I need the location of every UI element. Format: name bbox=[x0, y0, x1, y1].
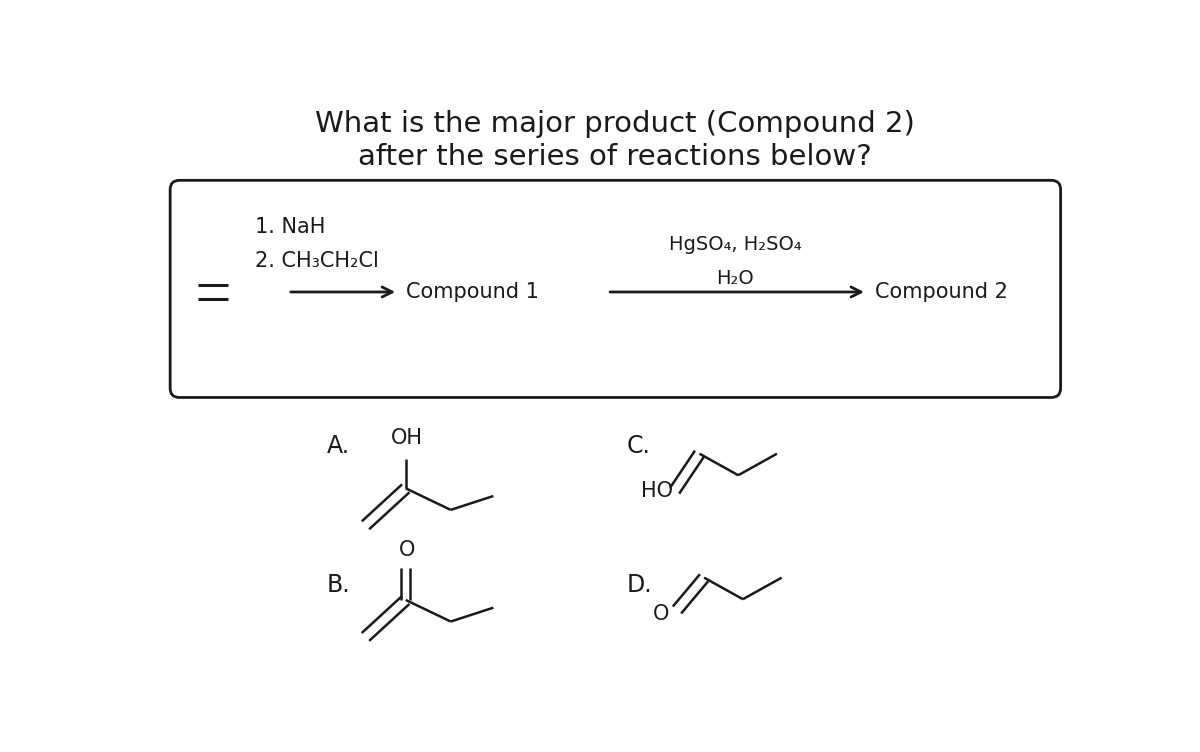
Text: B.: B. bbox=[326, 572, 350, 596]
Text: A.: A. bbox=[326, 434, 350, 458]
FancyBboxPatch shape bbox=[170, 180, 1061, 398]
Text: H₂O: H₂O bbox=[716, 268, 754, 287]
Text: Compound 2: Compound 2 bbox=[875, 282, 1008, 302]
Text: C.: C. bbox=[626, 434, 650, 458]
Text: 2. CH₃CH₂Cl: 2. CH₃CH₂Cl bbox=[254, 251, 378, 271]
Text: O: O bbox=[400, 540, 415, 560]
Text: D.: D. bbox=[626, 572, 653, 596]
Text: HgSO₄, H₂SO₄: HgSO₄, H₂SO₄ bbox=[668, 235, 802, 253]
Text: OH: OH bbox=[391, 429, 424, 448]
Text: HO: HO bbox=[641, 481, 673, 501]
Text: after the series of reactions below?: after the series of reactions below? bbox=[358, 143, 872, 171]
Text: What is the major product (Compound 2): What is the major product (Compound 2) bbox=[316, 110, 914, 138]
Text: Compound 1: Compound 1 bbox=[406, 282, 539, 302]
Text: O: O bbox=[653, 604, 670, 624]
Text: 1. NaH: 1. NaH bbox=[254, 217, 325, 237]
